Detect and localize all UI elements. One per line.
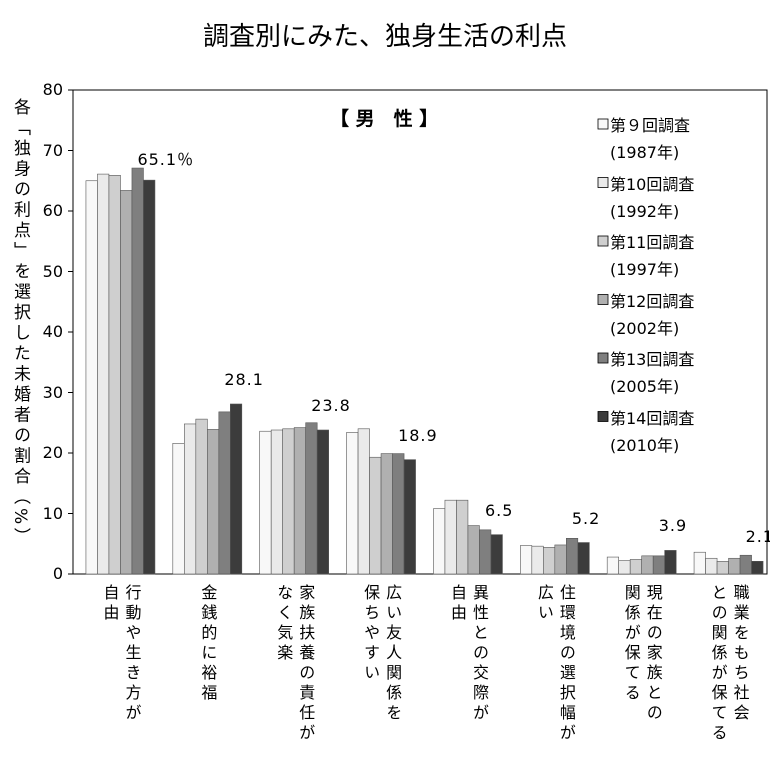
x-tick-label: 異性との交際が 自由 xyxy=(447,584,489,724)
bar xyxy=(369,456,382,575)
data-label: 28.1 xyxy=(224,369,264,389)
bar xyxy=(456,499,469,575)
bar xyxy=(270,429,283,575)
y-axis-label: 各「独身の利点」を選択した未婚者の割合（%） xyxy=(10,98,30,549)
bar xyxy=(543,547,556,575)
x-tick-label: 住環境の選択幅が 広い xyxy=(534,584,576,744)
x-tick-label: 家族扶養の責任が なく気楽 xyxy=(274,584,316,744)
bar xyxy=(554,544,567,575)
legend-swatch xyxy=(597,118,609,130)
bar xyxy=(97,173,110,575)
annotation: 【 男 性 】 xyxy=(330,108,439,130)
y-tick-label: 20 xyxy=(42,443,63,462)
y-tick-label: 0 xyxy=(52,564,63,583)
legend-swatch xyxy=(597,235,609,247)
legend-swatch xyxy=(597,352,609,364)
y-tick-label: 80 xyxy=(42,80,63,99)
bar xyxy=(259,430,272,575)
bar xyxy=(652,555,665,575)
bar xyxy=(606,556,619,575)
bar xyxy=(403,459,416,575)
bar xyxy=(629,559,642,575)
bar xyxy=(577,542,590,575)
data-label: 5.2 xyxy=(571,508,601,528)
legend-label: 第12回調査 (2002年) xyxy=(610,291,695,338)
bar xyxy=(305,422,318,575)
bar xyxy=(357,428,370,575)
bar xyxy=(207,429,220,575)
bar xyxy=(108,175,121,575)
y-tick-label: 40 xyxy=(42,322,63,341)
bar xyxy=(705,557,718,575)
x-tick-label: 現在の家族との 関係が保てる xyxy=(621,584,663,724)
bar xyxy=(85,180,98,575)
legend-label: 第13回調査 (2005年) xyxy=(610,350,695,396)
x-tick-label: 金銭的に裕福 xyxy=(198,584,218,704)
chart-title: 調査別にみた、独身生活の利点 xyxy=(202,22,567,52)
bar xyxy=(172,443,185,575)
bar xyxy=(195,418,208,575)
bar xyxy=(184,423,197,575)
y-tick-label: 30 xyxy=(42,382,63,402)
bar xyxy=(346,432,359,575)
data-label: 2.1 xyxy=(745,527,770,547)
x-tick-label: 職業をもち社会 との関係が保てる xyxy=(708,584,750,744)
bar xyxy=(479,529,492,575)
legend-swatch xyxy=(597,294,609,305)
bar xyxy=(693,551,706,575)
bar xyxy=(664,550,677,575)
y-tick-label: 50 xyxy=(42,261,63,281)
bar xyxy=(467,525,480,575)
legend-swatch xyxy=(597,177,609,188)
bar xyxy=(566,538,579,575)
bar xyxy=(520,545,533,575)
data-label: 65.1％ xyxy=(137,150,195,170)
x-tick-label: 広い友人関係を 保ちやすい xyxy=(361,584,403,724)
y-tick-label: 60 xyxy=(42,201,63,220)
legend-label: 第14回調査 (2010年) xyxy=(610,408,695,455)
y-tick-label: 10 xyxy=(42,503,63,523)
data-label: 18.9 xyxy=(398,425,438,445)
bar xyxy=(444,499,457,575)
bar xyxy=(120,190,133,575)
bar xyxy=(218,411,231,575)
bar xyxy=(433,508,446,575)
bar xyxy=(316,429,329,575)
bar xyxy=(716,560,729,575)
data-label: 6.5 xyxy=(484,500,514,520)
bar xyxy=(618,560,631,575)
bar xyxy=(728,557,741,575)
legend-swatch xyxy=(597,411,609,422)
bar xyxy=(490,534,503,575)
bar xyxy=(230,403,243,575)
bar xyxy=(131,167,144,575)
legend-label: 第９回調査 (1987年) xyxy=(610,116,691,162)
data-label: 23.8 xyxy=(311,396,351,415)
bar xyxy=(531,545,544,575)
bar xyxy=(739,554,752,575)
data-label: 3.9 xyxy=(658,516,688,536)
y-tick-label: 70 xyxy=(42,140,63,160)
bar xyxy=(282,428,295,575)
legend-label: 第11回調査 (1997年) xyxy=(610,233,695,279)
x-tick-label: 行動や生き方が 自由 xyxy=(100,584,142,724)
legend-label: 第10回調査 (1992年) xyxy=(610,174,695,221)
bar xyxy=(751,560,764,575)
bar xyxy=(293,427,306,575)
bar xyxy=(641,555,654,575)
bar xyxy=(392,453,405,575)
bar xyxy=(380,453,393,575)
bar xyxy=(143,179,156,575)
